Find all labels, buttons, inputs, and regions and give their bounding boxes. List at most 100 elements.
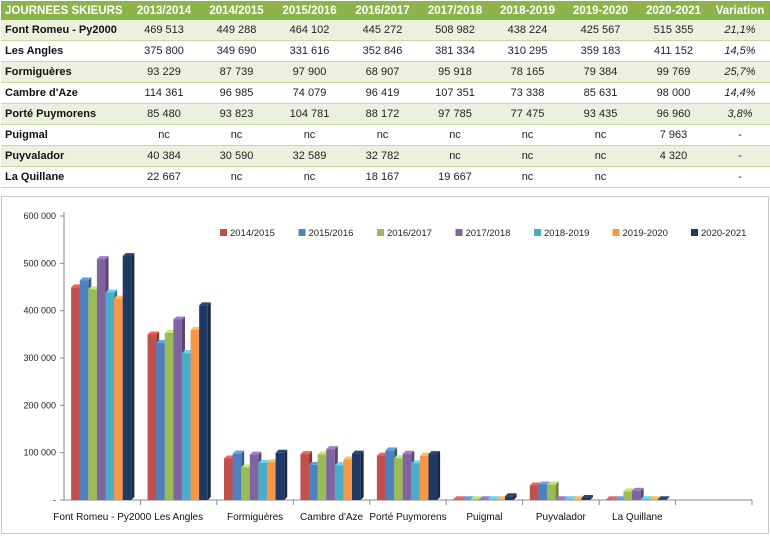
bar-top bbox=[258, 460, 271, 464]
bar-side bbox=[640, 487, 644, 500]
table-cell: 73 338 bbox=[491, 82, 564, 104]
station-name: Font Romeu - Py2000 bbox=[1, 20, 128, 41]
table-cell: nc bbox=[491, 166, 564, 188]
table-cell: 68 907 bbox=[346, 61, 419, 83]
header-cell: JOURNEES SKIEURS bbox=[1, 1, 128, 20]
table-cell: 95 918 bbox=[419, 61, 491, 83]
bar-top bbox=[606, 496, 618, 500]
y-tick-label: 600 000 bbox=[23, 211, 56, 221]
y-tick-label: 400 000 bbox=[23, 306, 56, 316]
table-cell: 30 590 bbox=[200, 145, 273, 167]
table-cell: 22 667 bbox=[128, 166, 200, 188]
table-cell: 464 102 bbox=[273, 20, 346, 41]
legend-label: 2017/2018 bbox=[466, 228, 511, 239]
bar bbox=[504, 496, 514, 500]
table-cell: 87 739 bbox=[200, 61, 273, 83]
bar bbox=[267, 462, 276, 500]
table-cell: 18 167 bbox=[346, 166, 419, 188]
variation-cell: 3,8% bbox=[710, 103, 770, 125]
bar-top bbox=[385, 447, 398, 451]
table-cell: 97 785 bbox=[419, 103, 491, 125]
station-name: Les Angles bbox=[1, 40, 128, 62]
table-cell: 96 960 bbox=[637, 103, 710, 125]
bar-top bbox=[352, 450, 364, 454]
legend-swatch bbox=[691, 229, 698, 236]
bar-chart: - 100 000 200 000 300 000 400 000 500 000 600 … bbox=[1, 196, 769, 534]
table-cell: 107 351 bbox=[419, 82, 491, 104]
header-cell: 2014/2015 bbox=[200, 1, 273, 20]
bar bbox=[411, 463, 420, 500]
table-cell: 515 355 bbox=[637, 20, 710, 41]
bar bbox=[241, 467, 250, 500]
x-category-label: Les Angles bbox=[154, 512, 203, 523]
bar bbox=[190, 329, 200, 500]
bar-top bbox=[564, 496, 576, 500]
header-cell: 2015/2016 bbox=[273, 1, 346, 20]
x-category-label: Cambre d'Aze bbox=[300, 512, 363, 523]
table-cell: nc bbox=[564, 166, 637, 188]
bar-top bbox=[453, 496, 465, 500]
table-cell: 104 781 bbox=[273, 103, 346, 125]
table-cell: 32 589 bbox=[273, 145, 346, 167]
station-name: Porté Puymorens bbox=[1, 103, 128, 125]
bar bbox=[343, 459, 353, 500]
header-cell: 2016/2017 bbox=[346, 1, 419, 20]
bar bbox=[156, 343, 165, 500]
bar-top bbox=[275, 449, 288, 453]
table-cell: 508 982 bbox=[419, 20, 491, 41]
table-cell: 331 616 bbox=[273, 40, 346, 62]
table-cell: 99 769 bbox=[637, 61, 710, 83]
bar bbox=[649, 499, 658, 500]
table-cell: 98 000 bbox=[637, 82, 710, 104]
bar-top bbox=[428, 451, 441, 455]
bar-top bbox=[632, 487, 644, 491]
table-cell: 310 295 bbox=[491, 40, 564, 62]
bar bbox=[428, 454, 438, 500]
table-cell: 32 782 bbox=[346, 145, 419, 167]
table-cell: 93 435 bbox=[564, 103, 637, 125]
bar bbox=[529, 485, 539, 500]
bar bbox=[572, 499, 582, 500]
legend-label: 2016/2017 bbox=[387, 228, 432, 239]
bar bbox=[546, 484, 556, 500]
header-cell: 2013/2014 bbox=[128, 1, 200, 20]
bar-side bbox=[131, 253, 135, 500]
legend-swatch bbox=[298, 229, 306, 236]
header-cell: 2019-2020 bbox=[564, 1, 637, 20]
bar bbox=[147, 334, 157, 500]
x-category-label: Font Romeu - Py2000 bbox=[53, 512, 151, 523]
table-cell: 411 152 bbox=[637, 40, 710, 62]
table-row: La Quillane 22 667 nc nc 18 167 19 667 n… bbox=[1, 166, 770, 188]
bar bbox=[164, 332, 174, 500]
table-cell bbox=[637, 166, 710, 188]
bar-top bbox=[147, 331, 160, 335]
bar-side bbox=[513, 493, 517, 500]
header-cell: 2020-2021 bbox=[637, 1, 710, 20]
table-row: Font Romeu - Py2000 469 513 449 288 464 … bbox=[1, 20, 770, 41]
bar-top bbox=[546, 481, 559, 485]
bar bbox=[487, 499, 497, 500]
y-tick-label: - bbox=[53, 495, 56, 505]
header-cell: 2018-2019 bbox=[491, 1, 564, 20]
table-cell: 93 823 bbox=[200, 103, 273, 125]
table-cell: 77 475 bbox=[491, 103, 564, 125]
table-cell: 445 272 bbox=[346, 20, 419, 41]
bar-top bbox=[199, 302, 211, 306]
table-cell: 375 800 bbox=[128, 40, 200, 62]
bar-top bbox=[249, 451, 262, 455]
bar-side bbox=[360, 450, 364, 500]
bar-top bbox=[173, 316, 185, 320]
bar bbox=[479, 499, 488, 500]
bar-top bbox=[122, 253, 135, 257]
table-cell: 7 963 bbox=[637, 124, 710, 146]
bar bbox=[632, 490, 641, 500]
bar-top bbox=[487, 496, 500, 500]
table-cell: 74 079 bbox=[273, 82, 346, 104]
bar bbox=[453, 499, 462, 500]
table-cell: 97 900 bbox=[273, 61, 346, 83]
variation-cell: - bbox=[710, 145, 770, 167]
table-cell: 40 384 bbox=[128, 145, 200, 167]
header-cell: 2017/2018 bbox=[419, 1, 491, 20]
table-cell: nc bbox=[200, 166, 273, 188]
bar-top bbox=[105, 289, 118, 293]
